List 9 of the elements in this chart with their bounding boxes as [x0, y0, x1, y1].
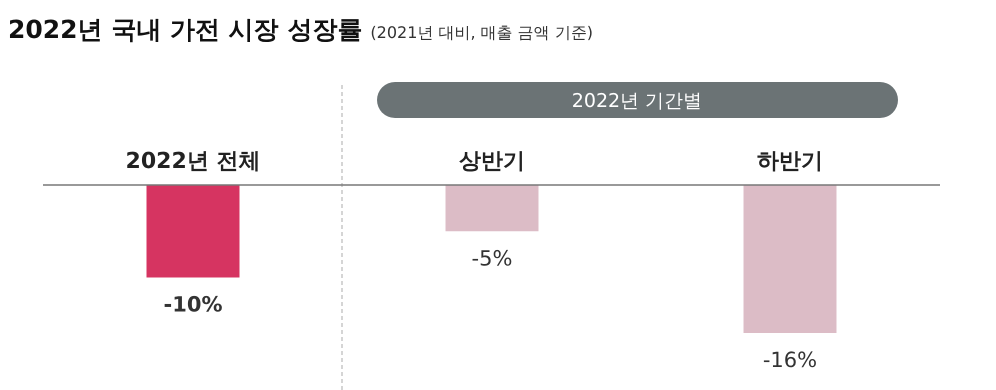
data-label: -10% — [164, 292, 222, 316]
chart-subtitle: (2021년 대비, 매출 금액 기준) — [370, 23, 594, 42]
x-tick-label: 2022년 전체 — [126, 149, 260, 174]
chart-title: 2022년 국내 가전 시장 성장률 — [8, 15, 362, 44]
text: 2022년 기간별 — [572, 90, 702, 112]
data-label: -5% — [472, 246, 512, 270]
data-label: -16% — [762, 348, 818, 372]
x-tick-label: 하반기 — [757, 149, 823, 174]
x-tick-label: 상반기 — [459, 149, 525, 174]
